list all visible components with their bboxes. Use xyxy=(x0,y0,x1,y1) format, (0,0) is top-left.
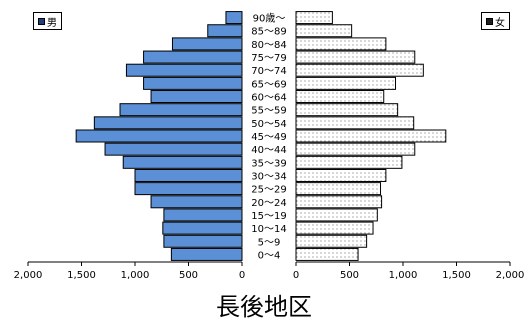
female-bar xyxy=(295,37,387,51)
x-tick-label: 0 xyxy=(293,270,299,281)
male-bar xyxy=(122,155,243,169)
x-tick-label: 500 xyxy=(340,270,359,281)
age-label: 15～19 xyxy=(251,211,286,222)
legend-male-swatch xyxy=(38,17,45,25)
age-label: 60～64 xyxy=(251,93,286,104)
male-bar xyxy=(75,129,243,143)
female-bars xyxy=(295,11,447,261)
female-bar xyxy=(295,155,403,169)
female-bar xyxy=(295,195,383,209)
age-label: 10～14 xyxy=(251,224,286,235)
female-bar xyxy=(295,182,382,196)
age-label: 75～79 xyxy=(251,53,286,64)
x-tick-label: 1,500 xyxy=(67,270,96,281)
male-bar xyxy=(170,247,243,261)
age-label: 40～44 xyxy=(251,145,286,156)
age-label: 5～9 xyxy=(258,237,281,248)
female-bar xyxy=(295,116,415,130)
x-tick-label: 0 xyxy=(239,270,245,281)
legend-male-label: 男 xyxy=(47,17,57,29)
age-label: 25～29 xyxy=(251,185,286,196)
age-label: 80～84 xyxy=(251,40,286,51)
x-tick-label: 500 xyxy=(179,270,198,281)
male-bar xyxy=(134,168,243,182)
age-label: 65～69 xyxy=(251,79,286,90)
male-bar xyxy=(150,90,243,104)
female-bar xyxy=(295,247,359,261)
female-bar xyxy=(295,234,368,248)
age-label: 90歳～ xyxy=(253,13,286,25)
male-bar xyxy=(171,37,243,51)
male-bar xyxy=(162,221,243,235)
male-bar xyxy=(125,63,243,77)
female-bar xyxy=(295,129,447,143)
female-bar xyxy=(295,24,353,38)
age-label: 70～74 xyxy=(251,66,286,77)
female-bar xyxy=(295,50,416,64)
x-tick-label: 2,000 xyxy=(14,270,43,281)
age-label: 0～4 xyxy=(258,250,281,261)
x-tick-label: 2,000 xyxy=(496,270,525,281)
male-bar xyxy=(163,208,243,222)
male-bar xyxy=(119,103,243,117)
female-bar xyxy=(295,142,416,156)
age-label: 20～24 xyxy=(251,198,286,209)
chart-title: 長後地区 xyxy=(216,293,312,321)
age-labels: 90歳～ 85～89 80～84 75～79 70～74 65～69 60～64 55～59 5… xyxy=(251,13,286,262)
female-bar xyxy=(295,90,385,104)
x-tick-label: 1,000 xyxy=(389,270,418,281)
male-bar xyxy=(163,234,243,248)
male-bar xyxy=(93,116,243,130)
male-bar xyxy=(150,195,243,209)
legend-female-label: 女 xyxy=(495,17,505,29)
female-bar xyxy=(295,63,424,77)
legend-male: 男 xyxy=(33,12,62,30)
age-label: 45～49 xyxy=(251,132,286,143)
x-axis: 2,000 2,000 1,500 1,500 1,000 1,000 500 500 0 0 xyxy=(14,261,525,281)
legend-female-swatch xyxy=(486,17,493,25)
female-bar xyxy=(295,103,399,117)
x-tick-label: 1,500 xyxy=(442,270,471,281)
female-bar xyxy=(295,221,374,235)
age-label: 85～89 xyxy=(251,27,286,38)
x-tick-label: 1,000 xyxy=(121,270,150,281)
age-label: 30～34 xyxy=(251,171,286,182)
male-bar xyxy=(104,142,243,156)
male-bar xyxy=(143,76,243,90)
female-bar xyxy=(295,168,387,182)
male-bar xyxy=(207,24,243,38)
age-label: 50～54 xyxy=(251,119,286,130)
age-label: 35～39 xyxy=(251,158,286,169)
male-bar xyxy=(225,11,243,25)
female-bar xyxy=(295,11,333,25)
male-bar xyxy=(143,50,243,64)
male-bars xyxy=(75,11,243,261)
age-label: 55～59 xyxy=(251,106,286,117)
female-bar xyxy=(295,76,397,90)
male-bar xyxy=(134,182,243,196)
legend-female: 女 xyxy=(481,12,510,30)
female-bar xyxy=(295,208,378,222)
